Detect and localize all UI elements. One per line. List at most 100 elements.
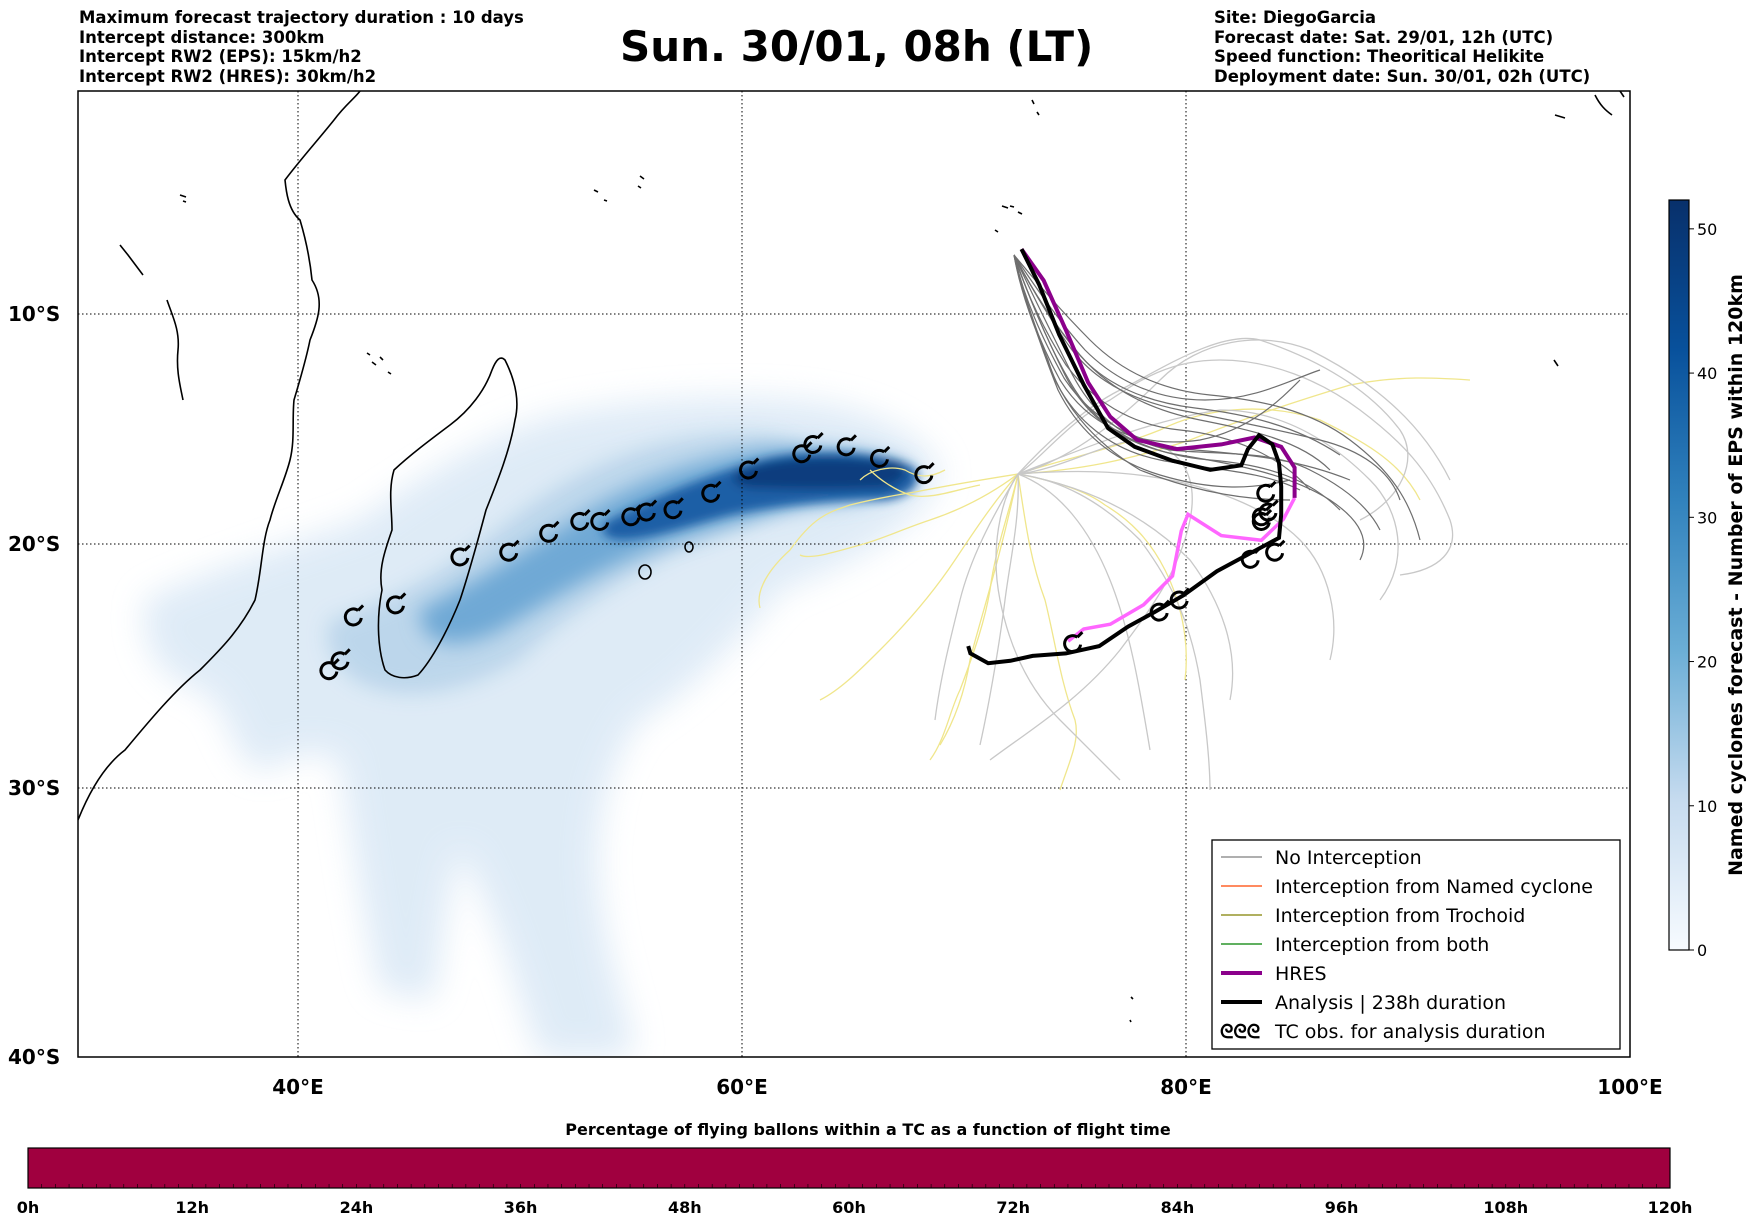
legend-label-hres: HRES [1275, 963, 1327, 985]
header-speed-function: Speed function: Theoritical Helikite [1214, 47, 1545, 66]
comoros-coastline [366, 352, 392, 375]
lon-label-80e: 80°E [1160, 1075, 1212, 1099]
tc-observation-marker [499, 539, 520, 562]
tc-observation-marker [803, 431, 824, 454]
bottom-colorbar-tick-label: 0h [17, 1198, 40, 1217]
hres-track-light [1067, 497, 1297, 643]
right-colorbar-tick-label: 40 [1697, 364, 1717, 383]
header-intercept-hres: Intercept RW2 (HRES): 30km/h2 [79, 66, 377, 86]
analysis-track [966, 248, 1284, 666]
density-outer [144, 398, 940, 1057]
tc-observation-marker [319, 658, 340, 681]
tc-observation-marker [590, 508, 611, 531]
lat-label-40s: 40°S [8, 1045, 60, 1069]
map-area [78, 91, 1630, 1057]
bottom-colorbar-tick-label: 96h [1325, 1198, 1359, 1217]
bottom-colorbar-tick-label: 48h [668, 1198, 702, 1217]
tc-observation-markers [319, 431, 1286, 681]
lon-label-60e: 60°E [716, 1075, 768, 1099]
lat-label-30s: 30°S [8, 776, 60, 800]
bottom-colorbar-title: Percentage of flying ballons within a TC… [565, 1120, 1171, 1139]
right-colorbar-tick-label: 20 [1697, 653, 1717, 672]
legend-label-both: Interception from both [1275, 934, 1489, 956]
zanzibar-coastline [119, 244, 184, 401]
header-site: Site: DiegoGarcia [1214, 8, 1377, 27]
tc-observation-marker [1251, 508, 1273, 531]
right-colorbar-tick-label: 30 [1697, 508, 1717, 527]
legend-label-analysis: Analysis | 238h duration [1275, 992, 1506, 1014]
legend-label-named-cyclone: Interception from Named cyclone [1275, 876, 1593, 898]
tc-observation-marker [1063, 631, 1084, 654]
right-colorbar-tick-label: 0 [1697, 941, 1707, 960]
tc-observation-marker [870, 445, 891, 468]
right-colorbar-tick-label: 10 [1697, 797, 1717, 816]
tc-observation-marker [343, 604, 365, 627]
tc-observation-marker [663, 497, 684, 520]
right-colorbar-label: Named cyclones forecast - Number of EPS … [1725, 274, 1747, 876]
legend-tc-glyph: ᘓᘓᘓ [1220, 1021, 1260, 1043]
africa-coastline [78, 91, 361, 821]
bottom-colorbar-minor-ticks [27, 1184, 1671, 1188]
lon-label-100e: 100°E [1597, 1075, 1662, 1099]
bottom-colorbar-bar [27, 1147, 1671, 1189]
header-duration: Maximum forecast trajectory duration : 1… [79, 8, 524, 27]
tc-observation-marker [1256, 480, 1277, 503]
tc-observation-marker [636, 499, 658, 522]
eps-cyclone-density-field [144, 398, 940, 1057]
tc-observation-marker [330, 648, 351, 671]
map-frame [77, 90, 1631, 1058]
bottom-colorbar-tick-label: 36h [504, 1198, 538, 1217]
tc-observation-marker [701, 480, 722, 503]
right-colorbar-ticks: 0 10 20 30 40 50 [1689, 220, 1717, 960]
tc-observation-marker [1265, 539, 1286, 562]
header-left-info: Maximum forecast trajectory duration : 1… [79, 8, 524, 86]
tc-observation-marker [1240, 546, 1262, 569]
madagascar-coastline [377, 357, 518, 679]
reunion-coastline [638, 564, 652, 580]
tc-observation-marker [914, 462, 935, 485]
header-deployment-date: Deployment date: Sun. 30/01, 02h (UTC) [1214, 66, 1591, 86]
graticule [78, 91, 1630, 1057]
bottom-colorbar-tick-label: 24h [340, 1198, 374, 1217]
maldives-coastline [1031, 99, 1040, 116]
bottom-colorbar-tick-label: 12h [175, 1198, 209, 1217]
bottom-colorbar-tick-label: 120h [1648, 1198, 1693, 1217]
lat-label-10s: 10°S [8, 302, 60, 326]
coastlines [78, 91, 1625, 1023]
axis-labels: 10°S 20°S 30°S 40°S 40°E 60°E 80°E 100°E [8, 302, 1663, 1099]
kerguelen-like-islets [1129, 359, 1559, 1023]
legend: No Interception Interception from Named … [1211, 839, 1621, 1050]
tracks [966, 247, 1297, 666]
indonesia-coastline [1554, 91, 1625, 119]
seychelles-coastline [179, 175, 645, 203]
tc-observation-marker [792, 441, 813, 464]
bottom-colorbar: Percentage of flying ballons within a TC… [17, 1120, 1693, 1217]
mauritius-coastline [684, 541, 694, 553]
right-colorbar-tick-label: 50 [1697, 220, 1717, 239]
tc-observation-marker [739, 457, 760, 480]
legend-label-no-interception: No Interception [1275, 847, 1422, 869]
bottom-colorbar-tick-label: 108h [1483, 1198, 1528, 1217]
header-right-info: Site: DiegoGarcia Forecast date: Sat. 29… [1214, 8, 1590, 86]
header-intercept-distance: Intercept distance: 300km [79, 27, 325, 47]
bottom-colorbar-tick-label: 72h [996, 1198, 1030, 1217]
page-title: Sun. 30/01, 08h (LT) [620, 22, 1094, 71]
tc-observation-marker [1258, 499, 1279, 522]
header-forecast-date: Forecast date: Sat. 29/01, 12h (UTC) [1214, 27, 1554, 47]
tc-observation-marker [539, 520, 560, 543]
legend-box [1211, 839, 1621, 1050]
density-core [602, 452, 918, 540]
chagos-coastline [994, 205, 1023, 233]
hres-track [1019, 247, 1297, 498]
bottom-colorbar-tick-label: 60h [832, 1198, 866, 1217]
right-colorbar: 0 10 20 30 40 50 Named cyclones forecast - Nu… [1668, 199, 1747, 960]
tc-observation-marker [386, 592, 407, 615]
tc-observation-marker [570, 508, 591, 531]
tc-observation-marker [1169, 587, 1190, 610]
legend-label-trochoid: Interception from Trochoid [1275, 905, 1525, 927]
tc-observation-marker [1149, 599, 1171, 622]
bottom-colorbar-ticks: 0h 12h 24h 36h 48h 60h 72h 84h 96h 108h 120h [17, 1198, 1693, 1217]
tc-observation-marker [450, 544, 471, 567]
tc-observation-marker [836, 434, 857, 457]
